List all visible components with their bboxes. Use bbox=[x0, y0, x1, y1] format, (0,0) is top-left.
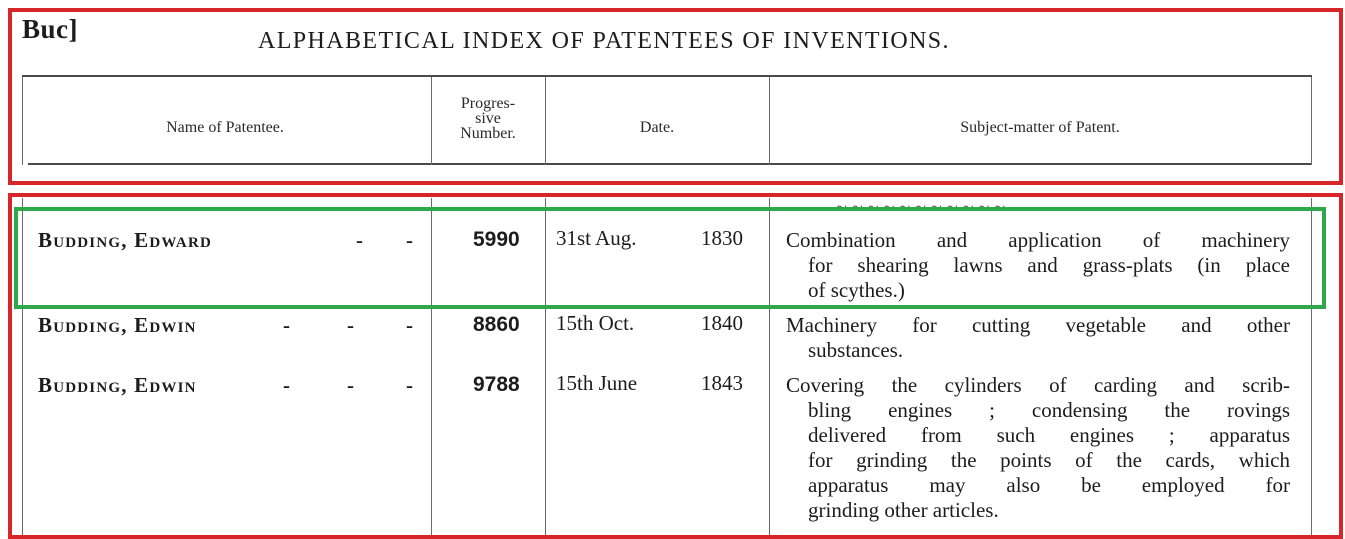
patent-date: 15th Oct. bbox=[556, 311, 635, 335]
subject-line: grinding other articles. bbox=[808, 498, 999, 522]
header-bottom-rule bbox=[28, 163, 1312, 165]
header-col-divider bbox=[545, 77, 546, 165]
patent-year: 1840 bbox=[701, 311, 743, 335]
header-col-divider bbox=[769, 77, 770, 165]
patent-year: 1830 bbox=[701, 226, 743, 250]
body-col-divider bbox=[545, 198, 546, 535]
column-header-progressive: Progres- sive Number. bbox=[438, 95, 538, 142]
progressive-number: 8860 bbox=[473, 313, 520, 336]
column-header-progressive-line: Number. bbox=[460, 125, 516, 142]
column-header-progressive-line: sive bbox=[475, 110, 501, 127]
entries-region bbox=[8, 193, 1343, 539]
body-col-divider bbox=[22, 198, 23, 535]
leader-dash: - bbox=[356, 228, 363, 252]
patent-date: 31st Aug. bbox=[556, 226, 637, 250]
header-top-rule bbox=[22, 75, 1312, 77]
selected-entry-highlight bbox=[14, 207, 1326, 309]
patentee-name: Budding, Edward bbox=[38, 228, 213, 252]
subject-matter: Machinery for cutting vegetable and othe… bbox=[786, 313, 1290, 363]
subject-line: substances. bbox=[808, 338, 904, 362]
patentee-name: Budding, Edwin bbox=[38, 373, 197, 397]
progressive-number: 9788 bbox=[473, 373, 520, 396]
column-header-name: Name of Patentee. bbox=[166, 119, 284, 136]
header-region bbox=[8, 8, 1343, 185]
page-code: Buc] bbox=[22, 14, 78, 44]
leader-dash: - bbox=[406, 228, 413, 252]
subject-matter: Covering the cylinders of carding and sc… bbox=[786, 373, 1290, 523]
header-col-divider bbox=[22, 77, 23, 165]
subject-line: bling engines ; condensing the rovings bbox=[808, 398, 1290, 422]
subject-line: Combination and application of machinery bbox=[786, 228, 1290, 252]
leader-dash: - bbox=[283, 373, 290, 397]
leader-dash: - bbox=[347, 313, 354, 337]
subject-line: for shearing lawns and grass-plats (in p… bbox=[808, 253, 1290, 277]
header-col-divider bbox=[431, 77, 432, 165]
body-col-divider bbox=[769, 198, 770, 535]
body-col-divider bbox=[431, 198, 432, 535]
patentee-name: Budding, Edwin bbox=[38, 313, 197, 337]
progressive-number: 5990 bbox=[473, 228, 520, 251]
patent-date: 15th June bbox=[556, 371, 638, 395]
subject-line: for grinding the points of the cards, wh… bbox=[808, 448, 1290, 472]
page-title: ALPHABETICAL INDEX OF PATENTEES OF INVEN… bbox=[258, 28, 950, 54]
leader-dash: - bbox=[347, 373, 354, 397]
subject-matter: Combination and application of machinery… bbox=[786, 228, 1290, 303]
leader-dash: - bbox=[406, 313, 413, 337]
column-header-progressive-line: Progres- bbox=[460, 95, 516, 112]
column-header-date: Date. bbox=[639, 119, 675, 136]
subject-line: Machinery for cutting vegetable and othe… bbox=[786, 313, 1290, 337]
leader-dash: - bbox=[406, 373, 413, 397]
patent-year: 1843 bbox=[701, 371, 743, 395]
column-header-subject: Subject-matter of Patent. bbox=[960, 119, 1120, 136]
body-col-divider bbox=[1311, 198, 1312, 535]
leader-dash: - bbox=[283, 313, 290, 337]
subject-line: delivered from such engines ; apparatus bbox=[808, 423, 1290, 447]
header-col-divider bbox=[1311, 77, 1312, 165]
subject-line: apparatus may also be employed for bbox=[808, 473, 1290, 497]
subject-line: Covering the cylinders of carding and sc… bbox=[786, 373, 1290, 397]
subject-line: of scythes.) bbox=[808, 278, 905, 302]
